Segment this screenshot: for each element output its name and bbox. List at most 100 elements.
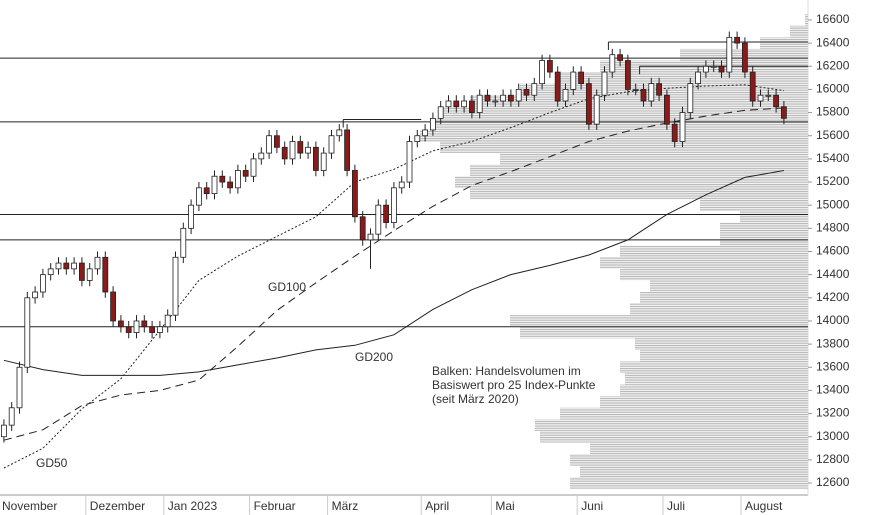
y-tick-label: 15600: [816, 128, 850, 142]
candle-body: [266, 135, 273, 154]
candle-body: [726, 36, 733, 73]
y-tick-label: 14600: [816, 244, 850, 258]
candle-body: [102, 256, 109, 293]
volume-bar: [570, 454, 808, 466]
annotation: Basiswert pro 25 Index-Punkte: [432, 378, 596, 392]
volume-bar: [520, 326, 808, 339]
candle-body: [367, 233, 374, 241]
candle-body: [476, 94, 483, 113]
candle-body: [406, 141, 413, 183]
candle-body: [593, 94, 600, 125]
candle-body: [695, 71, 701, 85]
candle-body: [398, 181, 405, 189]
y-tick-label: 16000: [816, 82, 850, 96]
volume-bar: [520, 83, 808, 96]
candle-body: [227, 181, 234, 189]
candle-body: [55, 262, 62, 270]
line-label: GD200: [355, 350, 393, 364]
candle-body: [703, 65, 709, 73]
candle-body: [671, 123, 678, 142]
y-tick-label: 13600: [816, 359, 850, 373]
candle-body: [742, 42, 748, 73]
candle-body: [437, 106, 444, 119]
candle-body: [312, 146, 319, 171]
y-tick-label: 13200: [816, 406, 850, 420]
volume-bar: [600, 396, 808, 408]
candle-body: [86, 268, 93, 281]
candle-body: [71, 262, 77, 270]
volume-bar: [560, 72, 808, 84]
volume-bar: [560, 407, 808, 420]
candle-body: [578, 71, 584, 85]
y-tick-label: 12600: [816, 475, 850, 489]
candle-body: [305, 146, 312, 154]
volume-bar: [620, 268, 808, 281]
candle-body: [773, 94, 779, 108]
annotation: (seit März 2020): [432, 392, 519, 406]
y-tick-label: 15000: [816, 197, 850, 211]
candle-body: [664, 94, 670, 125]
volume-bar: [470, 95, 808, 107]
x-tick-label: Jan 2023: [168, 499, 218, 513]
y-tick-label: 15400: [816, 151, 850, 165]
candle-body: [640, 89, 647, 102]
x-tick-label: April: [425, 499, 449, 513]
candle-body: [164, 314, 171, 328]
y-tick-label: 14000: [816, 313, 850, 327]
volume-bar: [620, 245, 808, 258]
candle-body: [632, 89, 639, 91]
candle-body: [687, 83, 694, 113]
candle-body: [617, 54, 623, 61]
volume-bar: [440, 141, 808, 154]
candle-body: [320, 152, 327, 171]
candle-body: [344, 129, 351, 171]
x-tick-label: März: [332, 499, 359, 513]
candle-body: [531, 83, 538, 96]
x-tick-label: Juli: [667, 499, 685, 513]
candle-body: [156, 326, 163, 333]
candle-body: [203, 187, 210, 195]
volume-bar: [720, 222, 808, 235]
volume-bar: [740, 210, 808, 223]
volume-bar: [470, 164, 808, 177]
candle-body: [336, 129, 343, 137]
y-tick-label: 15800: [816, 105, 850, 119]
candle-body: [281, 146, 288, 160]
candle-body: [492, 100, 499, 103]
candle-body: [351, 170, 358, 218]
candle-body: [125, 326, 132, 333]
candle-body: [656, 83, 662, 96]
x-tick-label: Juni: [581, 499, 603, 513]
volume-bar: [805, 14, 808, 26]
candle-body: [180, 227, 187, 258]
candle-body: [648, 83, 655, 102]
candle-body: [188, 204, 195, 229]
candle-body: [94, 256, 101, 270]
y-tick-label: 13400: [816, 383, 850, 397]
candle-body: [63, 262, 70, 270]
volume-bar: [640, 292, 808, 304]
candle-body: [414, 135, 421, 142]
candle-body: [359, 216, 366, 241]
candle-body: [749, 71, 756, 102]
candle-body: [47, 268, 54, 276]
candle-body: [562, 89, 569, 102]
volume-bar: [590, 442, 808, 455]
candle-body: [765, 94, 772, 97]
candle-body: [383, 204, 390, 223]
candle-body: [445, 100, 452, 108]
x-tick-label: Mai: [495, 499, 514, 513]
candle-body: [0, 424, 7, 438]
volume-bar: [535, 419, 808, 431]
candle-body: [586, 83, 592, 125]
volume-bar: [580, 465, 808, 478]
candle-body: [133, 320, 140, 333]
volume-bar: [420, 129, 808, 142]
volume-bar: [440, 106, 808, 119]
volume-bar: [620, 361, 808, 374]
volume-bar: [760, 37, 808, 49]
candle-body: [461, 100, 468, 108]
candle-body: [172, 256, 179, 316]
moving-average: [3, 84, 784, 469]
